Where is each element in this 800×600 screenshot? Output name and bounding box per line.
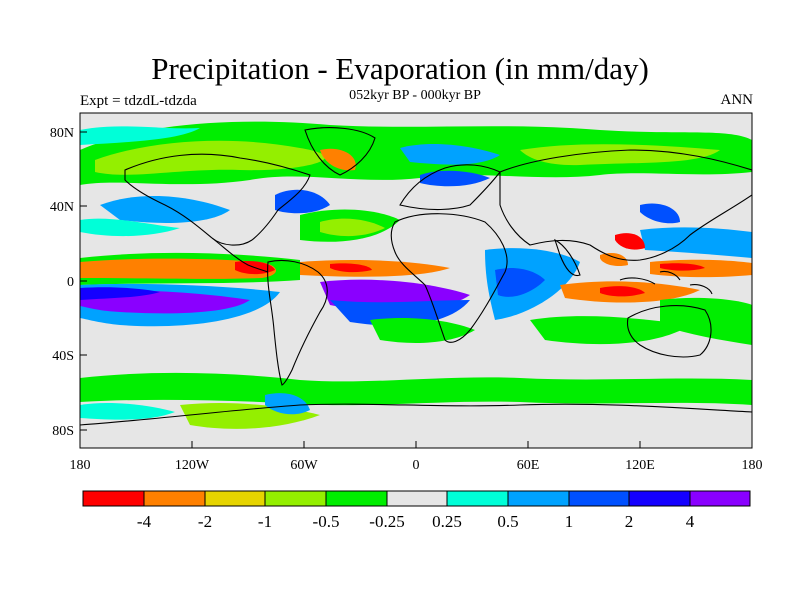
colorbar-swatch-2 <box>204 490 266 507</box>
colorbar-label-9: 4 <box>686 512 695 531</box>
x-tick-label-1: 120W <box>175 458 210 473</box>
colorbar-swatch-1 <box>143 490 206 507</box>
field-pacific-darkblue <box>80 287 160 300</box>
x-tick-labels: 180 120W 60W 0 60E 120E 180 <box>70 458 763 473</box>
colorbar: -4 -2 -1 -0.5 -0.25 0.25 0.5 1 2 4 <box>82 490 751 531</box>
colorbar-label-8: 2 <box>625 512 634 531</box>
colorbar-label-2: -1 <box>258 512 272 531</box>
field-atlantic-red <box>330 263 372 273</box>
anomaly-fields <box>80 121 752 429</box>
field-arctic-blue <box>400 144 500 165</box>
coast-africa <box>390 213 508 343</box>
x-tick-label-5: 120E <box>625 458 655 473</box>
colorbar-label-5: 0.25 <box>432 512 462 531</box>
field-atlantic-blue <box>330 300 470 326</box>
field-warmpool-red <box>600 286 645 297</box>
experiment-label: Expt = tdzdL-tdzda <box>80 93 197 109</box>
field-arctic-blue-2 <box>420 170 490 187</box>
field-southern-teal <box>80 402 175 420</box>
y-tick-label-1: 40N <box>50 200 74 215</box>
y-tick-labels: 80N 40N 0 40S 80S <box>50 126 74 439</box>
colorbar-label-1: -2 <box>198 512 212 531</box>
field-arctic-lime <box>95 140 325 175</box>
field-npacific-blue <box>100 195 230 223</box>
colorbar-swatch-7 <box>507 490 570 507</box>
field-satlantic-green <box>370 318 475 343</box>
field-pacific-orange-band <box>80 258 277 279</box>
field-arctic-lime-2 <box>520 144 720 166</box>
coast-australia <box>626 305 712 358</box>
colorbar-label-0: -4 <box>137 512 152 531</box>
y-tick-label-4: 80S <box>52 424 74 439</box>
coast-greenland <box>304 127 376 176</box>
coast-north-america <box>124 153 311 246</box>
field-seasia-orange <box>600 253 628 267</box>
field-southern-green <box>80 372 752 406</box>
coast-central-america <box>211 237 269 273</box>
map-title: Precipitation - Evaporation (in mm/day) <box>151 51 649 86</box>
colorbar-swatch-4 <box>325 490 388 507</box>
coast-south-america <box>267 259 328 386</box>
colorbar-label-6: 0.5 <box>497 512 518 531</box>
coast-asia <box>499 149 752 261</box>
field-seasia-red <box>615 233 645 250</box>
colorbar-swatch-8 <box>568 490 630 507</box>
x-tick-label-2: 60W <box>290 458 318 473</box>
x-tick-label-0: 180 <box>70 458 91 473</box>
continents <box>80 127 752 426</box>
field-swpacific-green <box>660 297 752 345</box>
x-tick-label-4: 60E <box>517 458 540 473</box>
season-label: ANN <box>720 92 754 108</box>
coast-antarctica <box>80 403 752 426</box>
colorbar-label-3: -0.5 <box>313 512 340 531</box>
coast-india <box>554 238 581 277</box>
field-seasia-blue <box>640 203 680 224</box>
x-tick-label-6: 180 <box>742 458 763 473</box>
map-tick-marks <box>79 131 753 448</box>
colorbar-label-4: -0.25 <box>369 512 404 531</box>
y-tick-label-2: 0 <box>67 275 74 290</box>
field-natlantic-blue <box>275 189 330 214</box>
field-indian-darkblue <box>495 268 545 297</box>
y-tick-label-3: 40S <box>52 349 74 364</box>
colorbar-label-7: 1 <box>565 512 574 531</box>
colorbar-swatch-9 <box>628 490 691 507</box>
field-npacific-teal <box>80 218 180 237</box>
colorbar-swatch-5 <box>386 490 448 507</box>
field-arctic-teal <box>80 126 200 145</box>
map-subtitle: 052kyr BP - 000kyr BP <box>349 88 481 103</box>
colorbar-swatch-10 <box>689 490 751 507</box>
map-panel: 180 120W 60W 0 60E 120E 180 80N 40N 0 40… <box>50 112 763 473</box>
coast-maritime <box>619 270 713 295</box>
colorbar-swatch-3 <box>264 490 327 507</box>
y-tick-label-0: 80N <box>50 126 74 141</box>
colorbar-swatch-6 <box>446 490 509 507</box>
field-natlantic-lime <box>320 218 385 237</box>
x-tick-label-3: 0 <box>413 458 420 473</box>
field-indian-green <box>530 316 690 345</box>
field-wpacific-red <box>660 263 705 271</box>
field-greenland-orange <box>320 148 356 171</box>
colorbar-swatch-0 <box>82 490 145 507</box>
field-southern-blue <box>265 393 310 415</box>
